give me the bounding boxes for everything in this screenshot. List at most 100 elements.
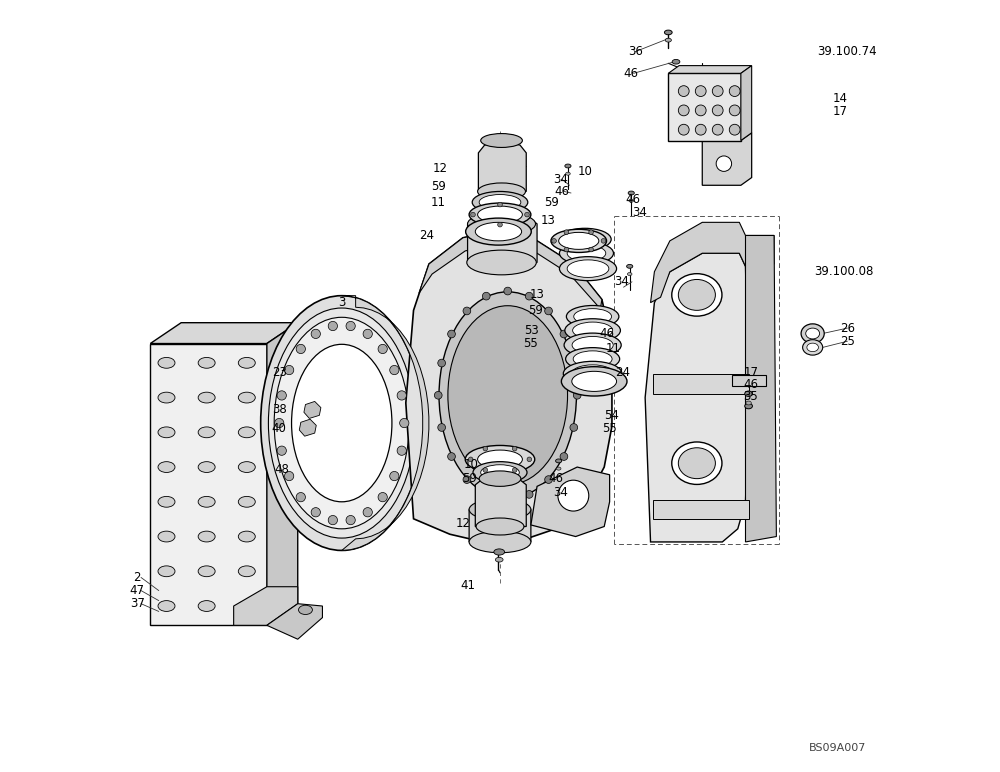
Text: 59: 59 [528,304,543,317]
Circle shape [285,472,294,481]
Ellipse shape [573,350,612,367]
Ellipse shape [628,191,634,195]
Circle shape [716,156,732,171]
Circle shape [363,508,372,517]
Circle shape [346,516,355,525]
Ellipse shape [566,172,570,175]
Circle shape [463,307,471,315]
Text: 40: 40 [272,422,287,435]
Text: BS09A007: BS09A007 [809,743,867,753]
Circle shape [397,391,406,400]
Circle shape [328,321,337,330]
Text: 13: 13 [540,214,555,226]
Ellipse shape [158,462,175,472]
Circle shape [390,365,399,374]
Circle shape [483,446,488,451]
Ellipse shape [665,38,671,42]
Text: 35: 35 [744,391,758,403]
Circle shape [564,247,569,252]
Polygon shape [267,604,322,639]
Circle shape [729,86,740,96]
Circle shape [589,230,593,235]
Polygon shape [468,210,537,262]
Ellipse shape [678,279,715,310]
Ellipse shape [566,232,603,247]
Circle shape [589,247,593,252]
Ellipse shape [274,317,409,529]
Ellipse shape [473,462,527,483]
Polygon shape [299,419,316,436]
Polygon shape [419,230,602,309]
Ellipse shape [563,361,622,386]
Ellipse shape [572,365,614,382]
Circle shape [545,476,552,483]
Circle shape [695,105,706,116]
Circle shape [678,124,689,135]
Text: 17: 17 [832,106,847,118]
Text: 23: 23 [273,366,287,378]
Circle shape [438,424,446,432]
Ellipse shape [268,308,415,538]
Circle shape [570,424,578,432]
Ellipse shape [469,499,531,520]
Text: 46: 46 [554,185,569,198]
Ellipse shape [664,30,672,35]
Ellipse shape [476,518,524,535]
Ellipse shape [556,467,561,470]
Circle shape [434,391,442,399]
Circle shape [525,490,533,498]
Circle shape [390,472,399,481]
Ellipse shape [198,392,215,403]
Circle shape [363,329,372,338]
Ellipse shape [467,250,536,275]
Ellipse shape [672,442,722,485]
Ellipse shape [466,218,531,245]
Ellipse shape [198,462,215,472]
Circle shape [482,293,490,300]
Ellipse shape [439,292,576,499]
Ellipse shape [566,347,620,371]
Circle shape [311,329,320,338]
Polygon shape [653,374,749,394]
Ellipse shape [479,195,521,210]
Text: 34: 34 [553,173,568,185]
Circle shape [400,418,409,428]
Ellipse shape [475,222,522,241]
Ellipse shape [565,164,571,168]
Circle shape [527,457,532,462]
Text: 48: 48 [275,463,290,476]
Ellipse shape [299,605,312,615]
Ellipse shape [806,328,820,339]
Ellipse shape [478,206,522,223]
Circle shape [483,468,488,472]
Circle shape [504,496,512,503]
Text: 24: 24 [615,366,630,378]
Text: 38: 38 [273,403,287,415]
Polygon shape [741,66,752,141]
Polygon shape [745,235,776,542]
Polygon shape [234,587,298,625]
Ellipse shape [573,322,613,339]
Polygon shape [406,230,612,542]
Ellipse shape [158,566,175,577]
Ellipse shape [672,273,722,317]
Circle shape [275,418,284,428]
Ellipse shape [672,59,680,64]
Polygon shape [150,344,267,625]
Polygon shape [304,401,321,418]
Text: 12: 12 [455,517,470,530]
Circle shape [678,86,689,96]
Ellipse shape [559,242,613,265]
Circle shape [438,359,446,367]
Text: 34: 34 [554,486,568,499]
Circle shape [712,124,723,135]
Ellipse shape [238,462,255,472]
Polygon shape [150,323,298,344]
Text: 46: 46 [600,327,615,340]
Text: 46: 46 [743,378,758,391]
Text: 34: 34 [632,206,647,218]
Ellipse shape [198,531,215,542]
Polygon shape [475,474,526,527]
Ellipse shape [198,427,215,438]
Ellipse shape [292,344,392,502]
